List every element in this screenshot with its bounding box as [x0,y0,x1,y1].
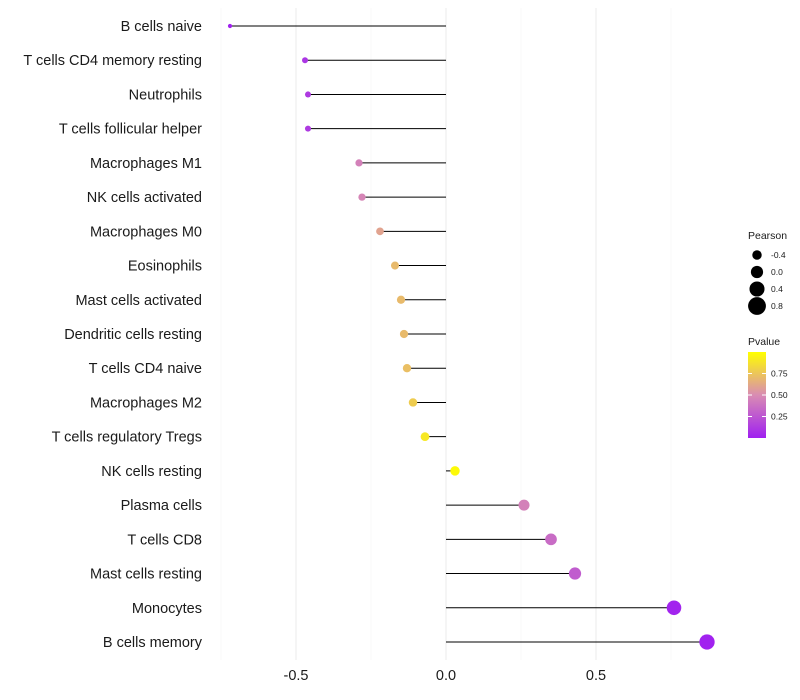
category-label: NK cells activated [87,190,202,206]
size-legend-key [750,265,764,279]
category-label: Plasma cells [121,498,202,514]
legend-size-title: Pearson [748,230,787,242]
size-legend-key [749,281,765,297]
size-legend-label: -0.4 [771,250,786,260]
category-label: Mast cells resting [90,567,202,583]
lollipop-point [666,600,682,616]
category-labels: B cells naive T cells CD4 memory resting N… [23,19,202,651]
lollipop-point [304,91,312,98]
legend-color-title: Pvalue [748,336,780,348]
color-legend-label: 0.50 [771,390,788,400]
lollipop-point [376,227,384,236]
category-label: NK cells resting [101,464,202,480]
lollipop-point [302,57,308,64]
lollipop-point [355,159,363,167]
stems [230,25,707,643]
lollipop-point [450,466,460,476]
category-label: Macrophages M0 [90,224,202,240]
category-label: T cells CD8 [127,532,202,548]
lollipop-point [568,567,582,580]
lollipop-point [358,193,366,201]
x-tick-label: 0.5 [586,668,606,684]
category-label: Eosinophils [128,259,202,275]
size-legend-label: 0.0 [771,267,783,277]
category-label: T cells follicular helper [59,122,202,138]
x-axis-ticks: -0.5 0.0 0.5 [284,668,607,684]
category-label: B cells memory [103,635,203,651]
category-label: Neutrophils [129,87,202,103]
points [227,23,715,650]
color-legend-label: 0.25 [771,412,788,422]
color-bar [748,352,766,438]
size-legend-key [748,297,766,315]
lollipop-point [304,125,312,132]
grid [220,8,672,660]
color-legend-ticks: 0.75 0.50 0.25 [748,369,788,422]
lollipop-point [408,398,418,407]
color-legend-label: 0.75 [771,369,788,379]
lollipop-point [227,23,233,29]
category-label: Macrophages M1 [90,156,202,172]
category-label: B cells naive [121,19,202,35]
lollipop-point [402,364,412,373]
category-label: T cells CD4 memory resting [23,53,202,69]
x-tick-label: -0.5 [284,668,309,684]
lollipop-point [420,432,430,442]
size-legend: -0.4 0.0 0.4 0.8 [748,250,786,315]
size-legend-label: 0.8 [771,301,783,311]
category-label: Monocytes [132,601,202,617]
category-label: Macrophages M2 [90,395,202,411]
category-label: Mast cells activated [75,293,202,309]
size-legend-key [752,250,762,260]
x-tick-label: 0.0 [436,668,456,684]
category-label: Dendritic cells resting [64,327,202,343]
lollipop-point [390,261,400,270]
category-label: T cells CD4 naive [89,361,202,377]
legend: Pearson -0.4 0.0 0.4 0.8 Pvalue 0.75 0.50 0.2… [748,230,788,438]
lollipop-point [518,499,530,511]
lollipop-point [399,329,409,339]
lollipop-point [545,533,557,546]
category-label: T cells regulatory Tregs [52,430,202,446]
size-legend-label: 0.4 [771,284,783,294]
lollipop-point [699,634,715,650]
lollipop-point [396,295,406,304]
